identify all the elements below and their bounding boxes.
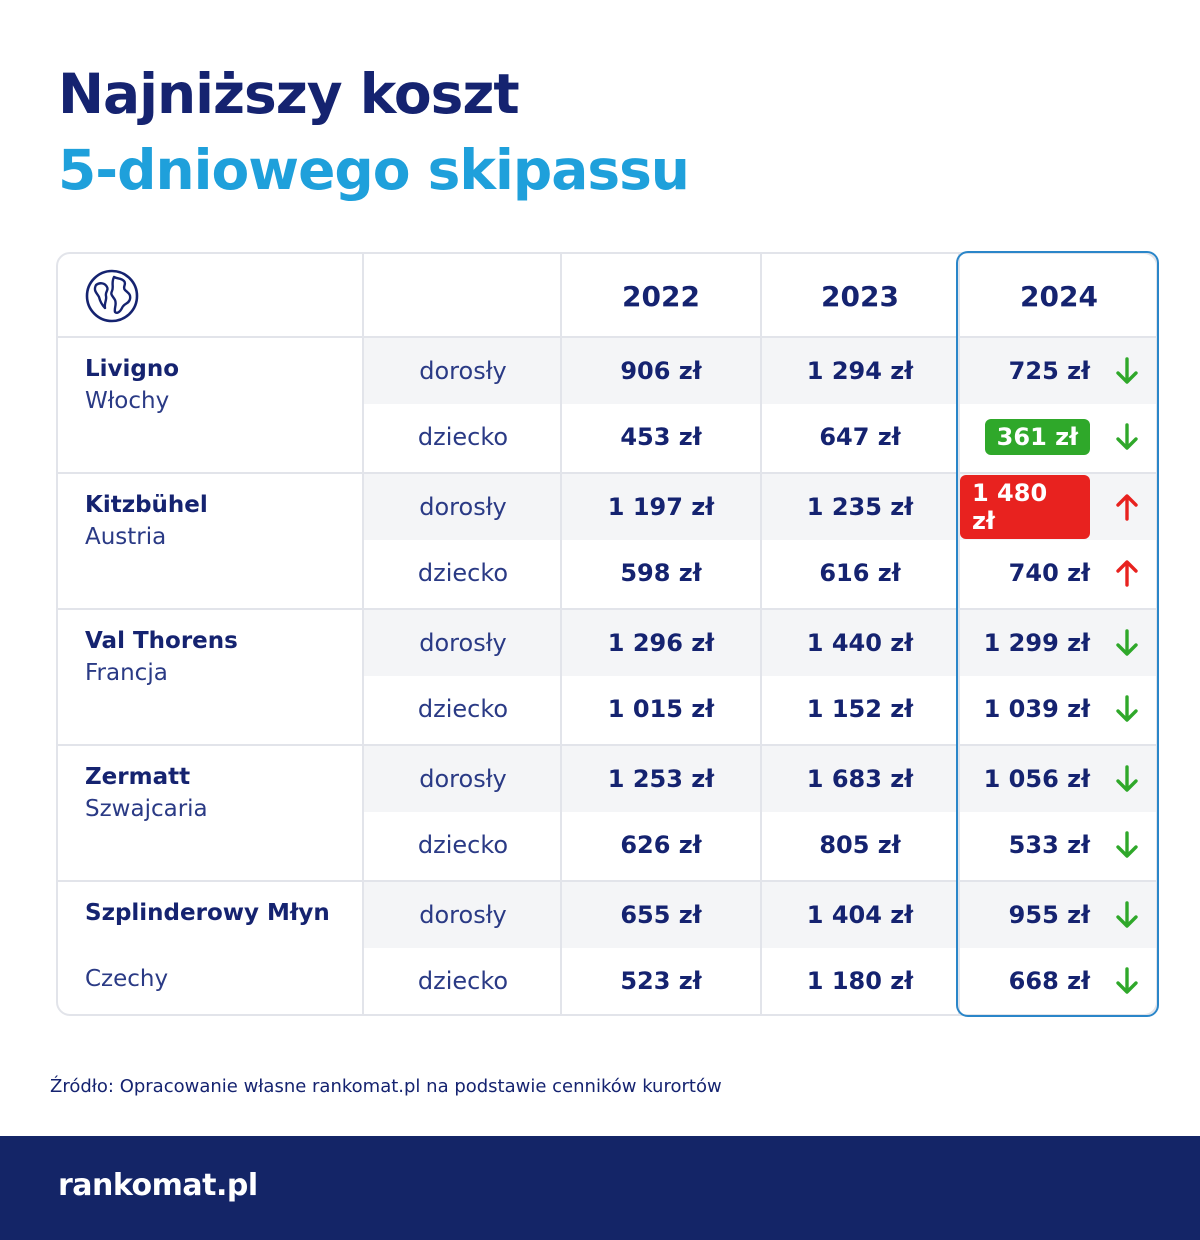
price-2022: 598 zł <box>620 559 702 587</box>
price-2024: 740 zł <box>960 540 1094 606</box>
price-2024: 533 zł <box>960 812 1094 878</box>
price-2023: 1 152 zł <box>806 695 914 723</box>
column-header-2022: 2022 <box>622 279 700 313</box>
price-2024-value: 533 zł <box>1008 831 1090 859</box>
column-divider <box>362 254 364 1014</box>
price-2023: 1 440 zł <box>806 629 914 657</box>
price-2022: 453 zł <box>620 423 702 451</box>
ticket-type: dziecko <box>417 695 509 723</box>
ticket-type: dziecko <box>417 423 509 451</box>
arrow-down-icon <box>1110 338 1144 404</box>
price-2023: 616 zł <box>819 559 901 587</box>
price-2024: 955 zł <box>960 882 1094 948</box>
price-2023: 1 404 zł <box>806 901 914 929</box>
price-2023: 805 zł <box>819 831 901 859</box>
row-divider <box>58 744 1156 746</box>
ticket-type: dziecko <box>417 831 509 859</box>
brand-logo: rankomat.pl <box>58 1168 258 1203</box>
price-2024-value: 1 056 zł <box>983 765 1090 793</box>
price-2023: 1 180 zł <box>806 967 914 995</box>
price-2024: 668 zł <box>960 948 1094 1014</box>
price-2024-value: 725 zł <box>1008 357 1090 385</box>
row-divider <box>58 472 1156 474</box>
price-table: 2022 2023 2024 Livigno Włochy dorosły 906 z… <box>56 252 1158 1016</box>
price-2024: 1 480 zł <box>960 474 1094 540</box>
arrow-up-icon <box>1110 540 1144 606</box>
globe-icon <box>84 268 140 324</box>
resort-country: Włochy <box>85 388 170 414</box>
price-2022: 1 197 zł <box>607 493 715 521</box>
page-subtitle: 5-dniowego skipassu <box>58 138 690 202</box>
arrow-up-icon <box>1110 474 1144 540</box>
price-2022: 906 zł <box>620 357 702 385</box>
price-2023: 1 294 zł <box>806 357 914 385</box>
column-divider <box>560 254 562 1014</box>
ticket-type: dorosły <box>419 629 507 657</box>
arrow-down-icon <box>1110 948 1144 1014</box>
resort-country: Szwajcaria <box>85 796 208 822</box>
ticket-type: dorosły <box>419 901 507 929</box>
price-2024-value: 740 zł <box>1008 559 1090 587</box>
arrow-down-icon <box>1110 812 1144 878</box>
arrow-down-icon <box>1110 746 1144 812</box>
price-2022: 1 253 zł <box>607 765 715 793</box>
price-2024-value: 1 299 zł <box>983 629 1090 657</box>
page-title: Najniższy koszt <box>58 62 520 126</box>
arrow-down-icon <box>1110 610 1144 676</box>
resort-country: Francja <box>85 660 168 686</box>
price-2023: 1 683 zł <box>806 765 914 793</box>
column-divider <box>760 254 762 1014</box>
ticket-type: dorosły <box>419 765 507 793</box>
footer-bar <box>0 1136 1200 1240</box>
price-2022: 626 zł <box>620 831 702 859</box>
price-2023: 647 zł <box>819 423 901 451</box>
ticket-type: dorosły <box>419 357 507 385</box>
price-2024-value: 1 039 zł <box>983 695 1090 723</box>
resort-name: Kitzbühel <box>85 492 208 518</box>
resort-name: Zermatt <box>85 764 191 790</box>
row-divider <box>58 880 1156 882</box>
price-2022: 523 zł <box>620 967 702 995</box>
resort-country: Czechy <box>85 966 169 992</box>
resort-name: Livigno <box>85 356 180 382</box>
row-divider <box>58 608 1156 610</box>
column-header-2023: 2023 <box>821 279 899 313</box>
source-note: Źródło: Opracowanie własne rankomat.pl n… <box>50 1076 722 1097</box>
ticket-type: dziecko <box>417 559 509 587</box>
price-2024: 1 039 zł <box>960 676 1094 742</box>
resort-name: Szplinderowy Młyn <box>85 900 330 926</box>
price-2024-value: 955 zł <box>1008 901 1090 929</box>
price-badge-lowest: 361 zł <box>984 419 1090 455</box>
price-2024-value: 668 zł <box>1008 967 1090 995</box>
price-2023: 1 235 zł <box>806 493 914 521</box>
highlight-2024-column <box>956 251 1159 1017</box>
price-2022: 655 zł <box>620 901 702 929</box>
price-2024: 725 zł <box>960 338 1094 404</box>
column-header-2024: 2024 <box>1020 279 1098 313</box>
arrow-down-icon <box>1110 404 1144 470</box>
ticket-type: dorosły <box>419 493 507 521</box>
column-divider <box>958 254 960 1014</box>
arrow-down-icon <box>1110 882 1144 948</box>
price-2024: 1 056 zł <box>960 746 1094 812</box>
price-badge-highest: 1 480 zł <box>960 475 1090 539</box>
resort-country: Austria <box>85 524 167 550</box>
row-divider <box>58 336 1156 338</box>
price-2024: 1 299 zł <box>960 610 1094 676</box>
price-2024: 361 zł <box>960 404 1094 470</box>
price-2022: 1 296 zł <box>607 629 715 657</box>
arrow-down-icon <box>1110 676 1144 742</box>
resort-name: Val Thorens <box>85 628 238 654</box>
ticket-type: dziecko <box>417 967 509 995</box>
price-2022: 1 015 zł <box>607 695 715 723</box>
